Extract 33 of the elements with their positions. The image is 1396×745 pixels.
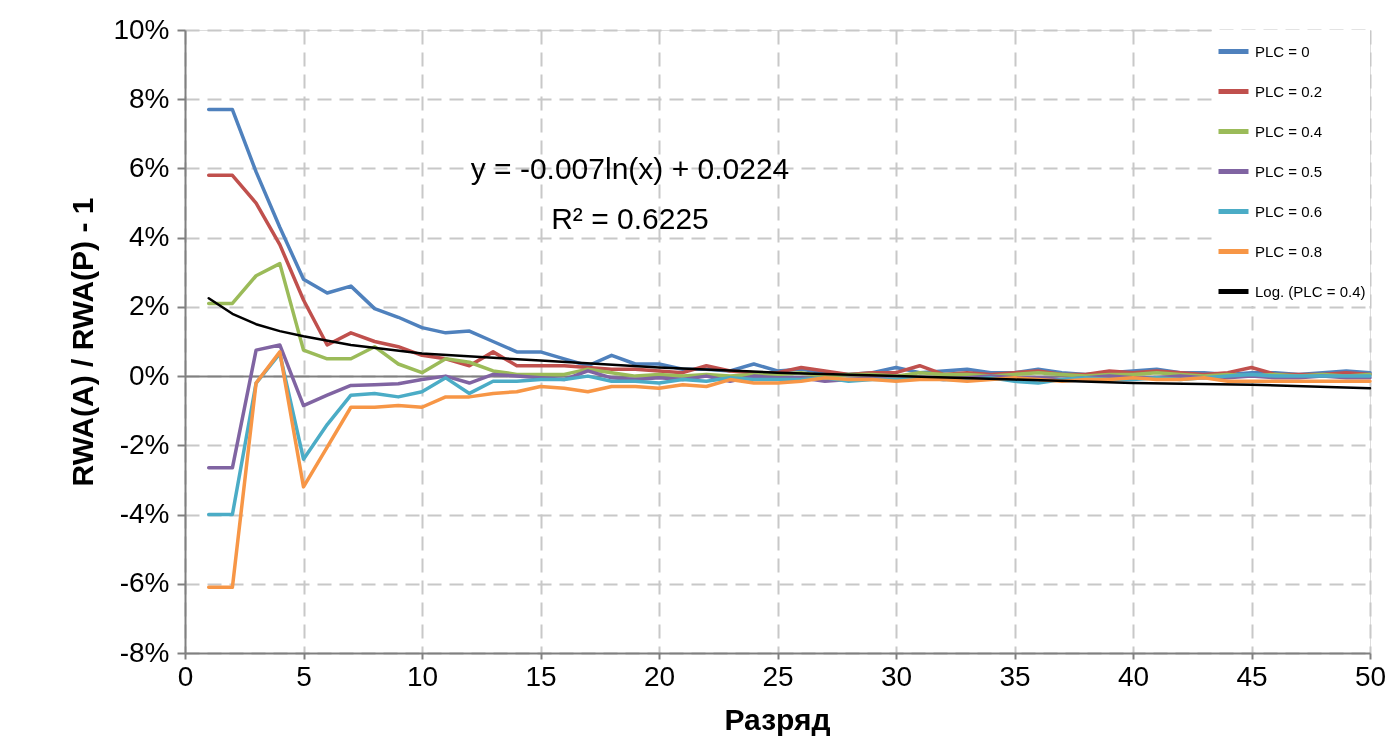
y-tick-label: 4% (129, 221, 170, 253)
legend-label: PLC = 0.5 (1255, 162, 1323, 180)
legend-label: Log. (PLC = 0.4) (1255, 282, 1366, 300)
x-tick-label: 20 (643, 660, 676, 692)
annotation: y = -0.007ln(x) + 0.0224 (470, 152, 790, 185)
y-tick-label: -4% (119, 498, 170, 530)
line-series (206, 350, 1372, 589)
x-tick-label: 5 (296, 660, 312, 692)
x-tick-label: 0 (177, 660, 194, 692)
x-tick-label: 50 (1354, 660, 1387, 692)
y-tick-label: 2% (129, 290, 170, 322)
x-tick-label: 35 (999, 660, 1031, 692)
y-tick-label: -6% (119, 567, 170, 599)
x-tick-label: 25 (762, 660, 794, 692)
x-axis-title: Разряд (724, 703, 831, 736)
x-tick-label: 30 (880, 660, 913, 692)
legend-label: PLC = 0 (1255, 42, 1310, 60)
legend-label: PLC = 0.8 (1255, 242, 1323, 260)
legend-label: PLC = 0.4 (1255, 122, 1323, 140)
y-tick-label: 6% (129, 151, 170, 183)
x-tick-label: 40 (1117, 660, 1150, 692)
legend-label: PLC = 0.2 (1255, 82, 1323, 100)
x-tick-label: 10 (406, 660, 439, 692)
x-tick-label: 45 (1236, 660, 1268, 692)
x-tick-label: 15 (525, 660, 557, 692)
y-tick-label: -8% (119, 636, 170, 668)
y-tick-label: 10% (113, 13, 170, 45)
legend-label: PLC = 0.6 (1255, 202, 1323, 220)
annotation: R² = 0.6225 (551, 202, 709, 235)
y-axis-title: RWA(A) / RWA(P) - 1 (66, 197, 100, 487)
y-tick-label: 8% (129, 82, 170, 114)
y-tick-label: -2% (119, 428, 170, 460)
y-tick-label: 0% (129, 359, 170, 391)
